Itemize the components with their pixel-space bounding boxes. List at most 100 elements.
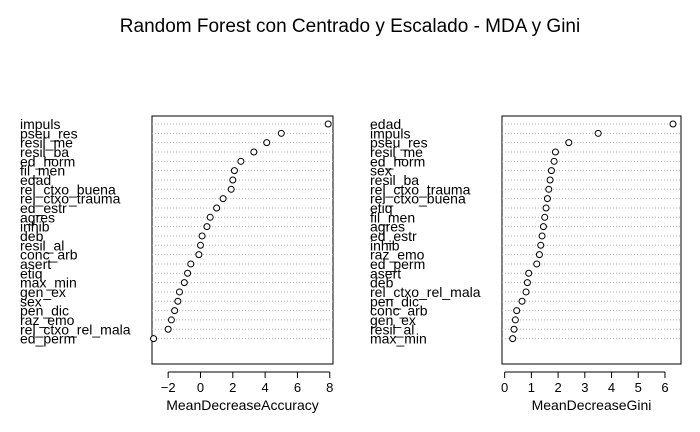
left-data-point [230, 167, 238, 175]
right-category-label: deb [370, 275, 394, 291]
right-data-point [539, 223, 547, 231]
left-category-label: ed_estr [20, 200, 67, 216]
right-data-point [565, 139, 573, 147]
right-category-label: fil_men [370, 209, 415, 225]
right-data-point [541, 213, 549, 221]
left-category-label: pseu_res [20, 125, 78, 141]
left-x-tick-label: −2 [161, 380, 176, 395]
right-category-label: ed_estr [370, 228, 417, 244]
left-category-label: resil_al [20, 237, 64, 253]
right-data-point [547, 167, 555, 175]
right-data-point [542, 204, 550, 212]
left-x-tick-label: 4 [262, 380, 269, 395]
left-data-point [175, 288, 183, 296]
left-data-point [206, 213, 214, 221]
left-category-label: conc_arb [20, 247, 78, 263]
left-panel: impulspseu_resresil_meresil_baed_hormfil… [20, 115, 334, 413]
left-x-axis-title: MeanDecreaseAccuracy [166, 397, 319, 413]
right-x-tick-label: 5 [635, 380, 642, 395]
right-data-point [523, 279, 531, 287]
right-data-point [538, 232, 546, 240]
right-data-point [511, 316, 519, 324]
left-data-point [237, 157, 245, 165]
right-data-point [509, 335, 517, 343]
right-category-label: rel_ctxo_trauma [370, 181, 471, 197]
right-x-tick-label: 3 [581, 380, 588, 395]
left-data-point [277, 129, 285, 137]
right-data-point [546, 176, 554, 184]
right-x-tick-label: 0 [501, 380, 508, 395]
left-data-point [219, 195, 227, 203]
left-data-point [227, 185, 235, 193]
right-category-label: gen_ex [370, 312, 416, 328]
left-data-point [198, 232, 206, 240]
right-category-label: pen_dic [370, 293, 419, 309]
left-category-label: max_min [20, 275, 77, 291]
left-data-point [203, 223, 211, 231]
left-category-label: edad [20, 172, 51, 188]
right-data-point [545, 185, 553, 193]
left-category-label: raz_emo [20, 312, 75, 328]
left-data-point [167, 316, 175, 324]
left-category-label: rel_ctxo_trauma [20, 191, 121, 207]
left-category-label: asert [20, 256, 51, 272]
right-category-label: resil_ba [370, 172, 419, 188]
right-data-point [551, 148, 559, 156]
left-category-label: impuls [20, 116, 60, 132]
left-category-label: fil_men [20, 163, 65, 179]
left-category-label: inhib [20, 219, 50, 235]
right-data-point [550, 157, 558, 165]
left-x-tick-label: 8 [326, 380, 333, 395]
left-data-point [324, 120, 332, 128]
left-category-label: deb [20, 228, 44, 244]
right-category-label: inhib [370, 237, 400, 253]
left-data-point [213, 204, 221, 212]
right-category-label: ed_perm [370, 256, 425, 272]
right-category-label: agres [370, 219, 405, 235]
right-data-point [535, 251, 543, 259]
left-category-label: etiq [20, 265, 43, 281]
left-data-point [150, 335, 158, 343]
right-data-point [533, 260, 541, 268]
right-data-point [594, 129, 602, 137]
left-data-point [229, 176, 237, 184]
left-data-point [171, 307, 179, 315]
left-category-label: pen_dic [20, 303, 69, 319]
right-category-label: resil_al [370, 321, 414, 337]
right-category-label: max_min [370, 331, 427, 347]
left-category-label: agres [20, 209, 55, 225]
right-category-label: conc_arb [370, 303, 428, 319]
right-data-point [537, 241, 545, 249]
right-data-point [510, 325, 518, 333]
right-category-label: edad [370, 116, 401, 132]
right-category-label: rel_ctxo_buena [370, 191, 466, 207]
right-panel: edadimpulspseu_resresil_meed_hormsexresi… [370, 115, 682, 413]
right-x-tick-label: 1 [528, 380, 535, 395]
right-category-label: rel_ctxo_rel_mala [370, 284, 481, 300]
right-category-label: asert [370, 265, 401, 281]
chart-title: Random Forest con Centrado y Escalado - … [119, 16, 581, 37]
right-data-point [513, 307, 521, 315]
left-category-label: resil_ba [20, 144, 69, 160]
right-x-tick-label: 2 [554, 380, 561, 395]
left-category-label: ed_perm [20, 331, 75, 347]
right-category-label: pseu_res [370, 135, 428, 151]
left-plot-frame [151, 115, 334, 365]
right-category-label: raz_emo [370, 247, 425, 263]
left-data-point [174, 297, 182, 305]
right-data-point [522, 288, 530, 296]
left-data-point [187, 260, 195, 268]
left-data-point [250, 148, 258, 156]
right-data-point [669, 120, 677, 128]
left-category-label: gen_ex [20, 284, 66, 300]
right-category-label: sex [370, 163, 392, 179]
right-category-label: resil_me [370, 144, 423, 160]
right-category-label: etiq [370, 200, 393, 216]
left-category-label: sex [20, 293, 42, 309]
left-data-point [184, 269, 192, 277]
left-category-label: ed_horm [20, 153, 75, 169]
left-x-tick-label: 6 [294, 380, 301, 395]
left-data-point [196, 241, 204, 249]
left-data-point [180, 279, 188, 287]
